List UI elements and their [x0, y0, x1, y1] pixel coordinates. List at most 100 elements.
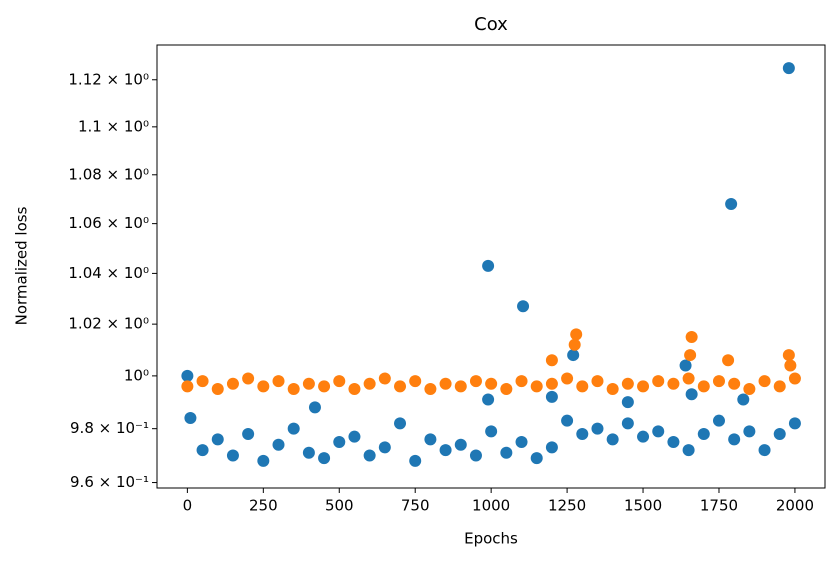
point — [482, 393, 495, 406]
point — [181, 369, 194, 382]
point — [363, 377, 376, 390]
point — [485, 377, 498, 390]
point — [530, 380, 543, 393]
point — [545, 390, 558, 403]
point — [454, 380, 467, 393]
point — [211, 382, 224, 395]
point — [728, 433, 741, 446]
point — [697, 380, 710, 393]
point — [517, 300, 530, 313]
point — [184, 412, 197, 425]
point — [568, 338, 581, 351]
y-tick-label: 9.8 × 10⁻¹ — [70, 419, 149, 437]
y-tick-label: 1.02 × 10⁰ — [68, 315, 149, 333]
point — [685, 388, 698, 401]
point — [722, 354, 735, 367]
point — [773, 380, 786, 393]
point — [500, 382, 513, 395]
point — [782, 349, 795, 362]
point — [394, 417, 407, 430]
point — [348, 430, 361, 443]
point — [685, 330, 698, 343]
point — [318, 452, 331, 465]
point — [469, 375, 482, 388]
y-tick-label: 1.04 × 10⁰ — [68, 264, 149, 282]
point — [242, 372, 255, 385]
point — [308, 401, 321, 414]
x-tick-label: 750 — [401, 497, 430, 515]
point — [378, 372, 391, 385]
point — [788, 372, 801, 385]
point — [784, 359, 797, 372]
point — [591, 422, 604, 435]
point — [667, 436, 680, 449]
point — [758, 444, 771, 457]
point — [485, 425, 498, 438]
point — [570, 328, 583, 341]
point — [725, 197, 738, 210]
point — [226, 377, 239, 390]
point — [348, 382, 361, 395]
x-tick-label: 1500 — [624, 497, 662, 515]
x-tick-label: 0 — [183, 497, 193, 515]
point — [682, 444, 695, 457]
y-tick-label: 10⁰ — [124, 366, 149, 384]
point — [652, 375, 665, 388]
point — [782, 62, 795, 75]
point — [439, 377, 452, 390]
point — [211, 433, 224, 446]
point — [667, 377, 680, 390]
point — [196, 375, 209, 388]
point — [561, 372, 574, 385]
point — [606, 433, 619, 446]
point — [302, 446, 315, 459]
point — [272, 438, 285, 451]
point — [684, 349, 697, 362]
point — [567, 349, 580, 362]
point — [181, 380, 194, 393]
point — [226, 449, 239, 462]
point — [409, 375, 422, 388]
point — [515, 375, 528, 388]
point — [743, 382, 756, 395]
point — [363, 449, 376, 462]
point — [679, 359, 692, 372]
x-tick-label: 500 — [325, 497, 354, 515]
point — [545, 377, 558, 390]
point — [482, 259, 495, 272]
point — [333, 375, 346, 388]
point — [242, 428, 255, 441]
point — [257, 380, 270, 393]
point — [743, 425, 756, 438]
point — [728, 377, 741, 390]
point — [637, 380, 650, 393]
x-tick-label: 1000 — [472, 497, 510, 515]
point — [454, 438, 467, 451]
x-axis-label: Epochs — [464, 530, 518, 548]
point — [302, 377, 315, 390]
x-tick-label: 2000 — [776, 497, 814, 515]
point — [272, 375, 285, 388]
point — [530, 452, 543, 465]
point — [196, 444, 209, 457]
point — [591, 375, 604, 388]
point — [621, 396, 634, 409]
point — [712, 375, 725, 388]
point — [515, 436, 528, 449]
point — [697, 428, 710, 441]
point — [621, 417, 634, 430]
y-tick-label: 9.6 × 10⁻¹ — [70, 473, 149, 491]
point — [606, 382, 619, 395]
point — [287, 422, 300, 435]
point — [682, 372, 695, 385]
point — [576, 428, 589, 441]
point — [637, 430, 650, 443]
point — [758, 375, 771, 388]
point — [333, 436, 346, 449]
point — [318, 380, 331, 393]
x-tick-label: 1250 — [548, 497, 586, 515]
point — [545, 441, 558, 454]
point — [257, 454, 270, 467]
point — [737, 393, 750, 406]
